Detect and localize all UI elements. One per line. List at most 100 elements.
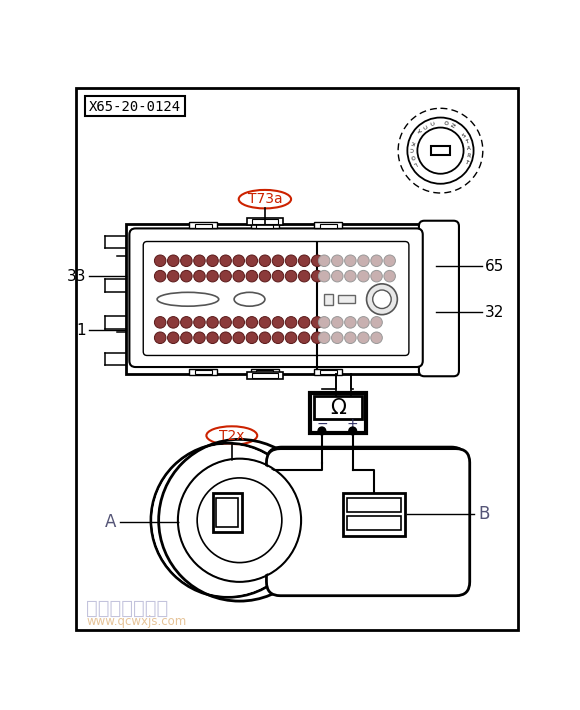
FancyBboxPatch shape — [252, 373, 278, 378]
Circle shape — [318, 255, 330, 266]
Text: A: A — [418, 127, 424, 133]
FancyBboxPatch shape — [431, 146, 450, 155]
FancyBboxPatch shape — [347, 498, 401, 512]
Circle shape — [220, 332, 231, 344]
FancyBboxPatch shape — [314, 222, 342, 229]
Text: A: A — [105, 513, 117, 531]
Text: T: T — [465, 139, 470, 145]
Circle shape — [318, 332, 330, 344]
FancyBboxPatch shape — [216, 498, 238, 528]
Circle shape — [371, 332, 382, 344]
Circle shape — [272, 317, 284, 328]
Circle shape — [332, 255, 343, 266]
FancyBboxPatch shape — [129, 229, 423, 367]
Text: B: B — [478, 505, 490, 523]
Text: A: A — [467, 146, 471, 151]
FancyBboxPatch shape — [314, 369, 342, 376]
FancyBboxPatch shape — [190, 369, 217, 376]
Text: www.qcwxjs.com: www.qcwxjs.com — [86, 615, 187, 628]
FancyBboxPatch shape — [247, 219, 282, 225]
Circle shape — [220, 317, 231, 328]
Circle shape — [246, 255, 258, 266]
Text: O: O — [445, 121, 451, 126]
Circle shape — [311, 255, 323, 266]
Text: T2x: T2x — [219, 429, 245, 442]
Circle shape — [345, 255, 356, 266]
Text: C: C — [410, 146, 414, 151]
Circle shape — [194, 332, 205, 344]
Circle shape — [207, 271, 218, 282]
Circle shape — [259, 332, 271, 344]
Circle shape — [180, 255, 192, 266]
Circle shape — [367, 284, 397, 315]
Circle shape — [371, 317, 382, 328]
Text: −: − — [316, 417, 328, 431]
Circle shape — [298, 317, 310, 328]
FancyBboxPatch shape — [280, 474, 327, 567]
FancyBboxPatch shape — [310, 393, 366, 433]
FancyBboxPatch shape — [143, 241, 409, 356]
Text: 33: 33 — [67, 268, 86, 284]
FancyBboxPatch shape — [324, 294, 334, 305]
Circle shape — [153, 444, 303, 596]
Circle shape — [233, 255, 245, 266]
FancyBboxPatch shape — [256, 370, 273, 374]
Text: O: O — [410, 153, 415, 159]
FancyBboxPatch shape — [338, 295, 355, 303]
Circle shape — [332, 317, 343, 328]
Circle shape — [285, 271, 297, 282]
Circle shape — [285, 317, 297, 328]
Circle shape — [207, 317, 218, 328]
Text: C: C — [423, 123, 430, 129]
Circle shape — [259, 271, 271, 282]
Text: L: L — [412, 160, 417, 165]
Circle shape — [311, 332, 323, 344]
Circle shape — [180, 332, 192, 344]
Circle shape — [259, 317, 271, 328]
Circle shape — [154, 271, 166, 282]
Circle shape — [233, 317, 245, 328]
Text: Ω: Ω — [330, 398, 346, 417]
Circle shape — [285, 255, 297, 266]
Text: S: S — [462, 132, 467, 138]
Circle shape — [233, 271, 245, 282]
Text: 65: 65 — [485, 258, 505, 273]
Circle shape — [298, 255, 310, 266]
Circle shape — [154, 255, 166, 266]
Circle shape — [154, 317, 166, 328]
FancyBboxPatch shape — [247, 373, 282, 379]
Circle shape — [194, 317, 205, 328]
FancyBboxPatch shape — [425, 228, 440, 370]
Circle shape — [371, 255, 382, 266]
Circle shape — [154, 332, 166, 344]
Text: C: C — [430, 121, 436, 126]
Circle shape — [332, 271, 343, 282]
Text: T73a: T73a — [248, 192, 282, 206]
FancyBboxPatch shape — [195, 370, 212, 374]
Circle shape — [220, 271, 231, 282]
Circle shape — [384, 271, 396, 282]
Text: 汽车维修技术网: 汽车维修技术网 — [86, 599, 169, 618]
FancyBboxPatch shape — [347, 516, 401, 530]
Circle shape — [311, 317, 323, 328]
Circle shape — [311, 271, 323, 282]
Circle shape — [272, 332, 284, 344]
Text: R: R — [466, 153, 471, 159]
Circle shape — [272, 255, 284, 266]
Circle shape — [168, 317, 179, 328]
Ellipse shape — [239, 190, 291, 209]
Circle shape — [179, 460, 299, 580]
Circle shape — [358, 332, 369, 344]
FancyBboxPatch shape — [320, 370, 336, 374]
Circle shape — [345, 271, 356, 282]
Circle shape — [345, 332, 356, 344]
FancyBboxPatch shape — [266, 449, 470, 596]
Circle shape — [318, 427, 326, 435]
Text: N: N — [451, 123, 458, 129]
Circle shape — [272, 271, 284, 282]
Circle shape — [371, 271, 382, 282]
FancyBboxPatch shape — [195, 224, 212, 228]
FancyBboxPatch shape — [251, 222, 279, 229]
Circle shape — [180, 271, 192, 282]
Circle shape — [373, 290, 391, 309]
